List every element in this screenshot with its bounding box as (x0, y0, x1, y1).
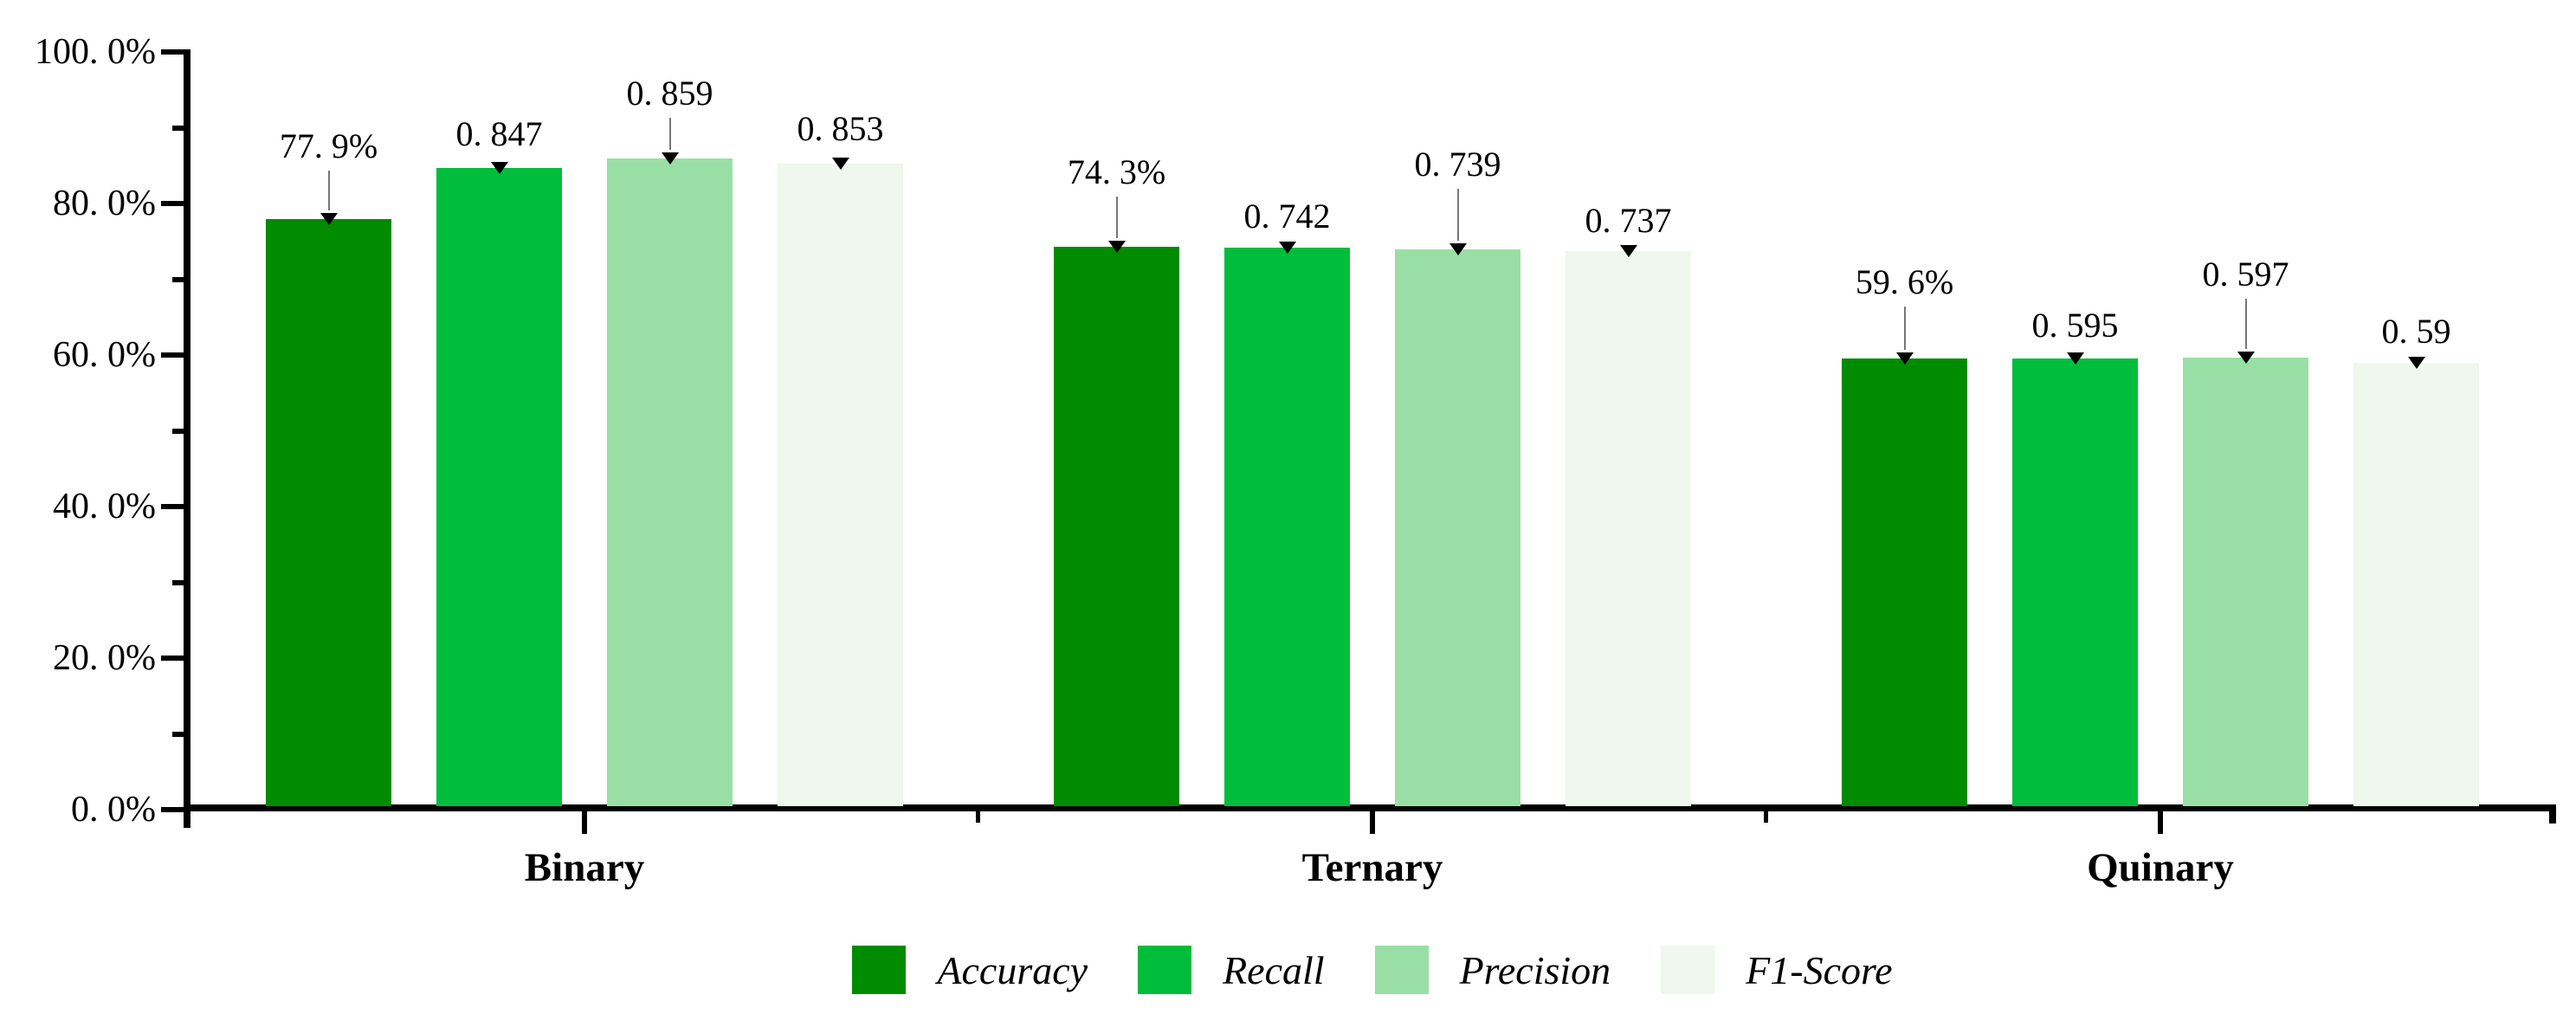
label-leader-line (327, 171, 330, 211)
y-tick-label: 0. 0% (71, 790, 156, 830)
y-major-tick (161, 352, 184, 358)
bar-precision-quinary (2183, 357, 2308, 806)
bar-f1-score-binary (778, 163, 903, 806)
bar-recall-binary (436, 167, 562, 806)
label-leader-line (1456, 189, 1459, 242)
bar-recall-ternary (1224, 247, 1350, 806)
y-tick-label: 80. 0% (53, 184, 156, 223)
legend-item-precision: Precision (1374, 946, 1611, 994)
value-label: 59. 6% (1855, 262, 1954, 301)
y-major-tick (161, 49, 184, 55)
label-arrow-marker (831, 157, 849, 170)
label-arrow-marker (1895, 352, 1914, 365)
y-minor-tick (172, 125, 184, 131)
value-label: 0. 737 (1585, 201, 1672, 241)
legend-swatch (1661, 946, 1715, 994)
legend-label: F1-Score (1746, 947, 1893, 992)
value-label: 0. 742 (1243, 196, 1331, 236)
legend: Accuracy Recall Precision F1-Score (190, 942, 2554, 998)
bar-accuracy-ternary (1054, 246, 1179, 806)
x-axis (184, 804, 2556, 811)
y-minor-tick (172, 731, 184, 737)
y-tick-label: 20. 0% (53, 638, 156, 678)
y-tick-label: 100. 0% (35, 32, 156, 72)
x-major-tick (2158, 811, 2163, 834)
y-minor-tick (172, 276, 184, 282)
category-label-binary: Binary (524, 845, 645, 890)
value-label: 77. 9% (279, 126, 378, 166)
value-label: 0. 739 (1414, 145, 1501, 184)
x-major-tick (1370, 811, 1375, 834)
x-axis-end-tick (2549, 808, 2556, 824)
x-minor-tick (976, 811, 980, 823)
label-arrow-marker (320, 213, 338, 226)
label-arrow-marker (661, 152, 679, 165)
legend-label: Accuracy (937, 947, 1088, 992)
y-tick-label: 40. 0% (53, 487, 156, 526)
bar-f1-score-ternary (1566, 251, 1691, 806)
y-major-tick (161, 201, 184, 206)
label-leader-line (1903, 306, 1906, 350)
y-tick-label: 60. 0% (53, 335, 156, 375)
bar-accuracy-binary (266, 219, 391, 806)
legend-swatch (1138, 946, 1192, 994)
label-arrow-marker (2066, 352, 2084, 365)
y-major-tick (161, 807, 184, 812)
value-label: 0. 59 (2381, 311, 2451, 351)
label-arrow-marker (490, 161, 508, 174)
label-leader-line (1115, 196, 1118, 238)
legend-item-recall: Recall (1138, 946, 1325, 994)
legend-swatch (1374, 946, 1429, 994)
y-minor-tick (172, 428, 184, 434)
category-label-quinary: Quinary (2087, 845, 2234, 890)
y-major-tick (161, 504, 184, 509)
legend-item-accuracy: Accuracy (852, 946, 1088, 994)
legend-item-f1-score: F1-Score (1661, 946, 1893, 994)
label-leader-line (2244, 298, 2247, 349)
value-label: 0. 595 (2031, 306, 2119, 346)
value-label: 0. 847 (455, 113, 543, 153)
x-minor-tick (1764, 811, 1768, 823)
bar-accuracy-quinary (1842, 358, 1967, 806)
value-label: 0. 859 (626, 74, 713, 113)
label-arrow-marker (1107, 240, 1126, 253)
label-arrow-marker (1278, 241, 1296, 254)
label-arrow-marker (1449, 243, 1467, 256)
legend-label: Recall (1223, 947, 1325, 992)
value-label: 0. 853 (797, 108, 884, 148)
bar-recall-quinary (2012, 358, 2138, 806)
bar-f1-score-quinary (2353, 362, 2479, 806)
label-arrow-marker (2407, 356, 2425, 369)
y-minor-tick (172, 579, 184, 585)
legend-label: Precision (1459, 947, 1611, 992)
value-label: 74. 3% (1067, 152, 1166, 191)
bar-precision-ternary (1395, 249, 1520, 806)
y-major-tick (161, 656, 184, 661)
legend-swatch (852, 946, 907, 994)
label-leader-line (668, 118, 671, 151)
y-axis (184, 49, 190, 828)
label-arrow-marker (1619, 245, 1637, 258)
x-major-tick (582, 811, 587, 834)
label-arrow-marker (2237, 351, 2255, 364)
value-label: 0. 597 (2202, 254, 2289, 294)
bar-precision-binary (607, 158, 733, 806)
category-label-ternary: Ternary (1301, 845, 1443, 890)
